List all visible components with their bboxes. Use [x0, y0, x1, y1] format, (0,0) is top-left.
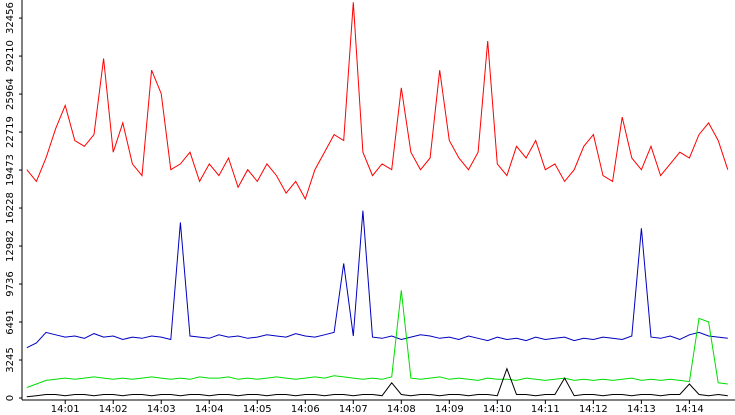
x-tick-label: 14:05 — [243, 404, 272, 415]
x-tick-label: 14:07 — [339, 404, 368, 415]
x-tick-label: 14:04 — [195, 404, 224, 415]
y-tick-label: 16228 — [5, 192, 16, 224]
series-line — [26, 367, 728, 398]
y-tick-label: 3245 — [5, 347, 16, 372]
y-tick-label: 22719 — [5, 116, 16, 148]
y-tick-label: 19473 — [5, 154, 16, 186]
y-tick-label: 32456 — [5, 2, 16, 34]
x-tick-label: 14:08 — [387, 404, 416, 415]
y-tick-label: 9736 — [5, 271, 16, 296]
y-tick-label: 0 — [5, 395, 16, 401]
series-line — [26, 2, 729, 201]
x-tick-label: 14:14 — [675, 404, 704, 415]
y-tick-label: 25964 — [5, 78, 16, 110]
x-tick-label: 14:13 — [627, 404, 656, 415]
y-tick-label: 6491 — [5, 309, 16, 334]
y-tick-label: 29210 — [5, 40, 16, 72]
x-tick-label: 14:09 — [435, 404, 464, 415]
x-tick-label: 14:10 — [483, 404, 512, 415]
series-line — [26, 210, 728, 349]
x-tick-label: 14:11 — [531, 404, 560, 415]
x-tick-label: 14:02 — [99, 404, 128, 415]
x-tick-label: 14:06 — [291, 404, 320, 415]
x-tick-label: 14:12 — [579, 404, 608, 415]
x-tick-label: 14:03 — [147, 404, 176, 415]
y-tick-label: 12982 — [5, 230, 16, 262]
x-tick-label: 14:01 — [51, 404, 80, 415]
series-line — [26, 290, 728, 388]
